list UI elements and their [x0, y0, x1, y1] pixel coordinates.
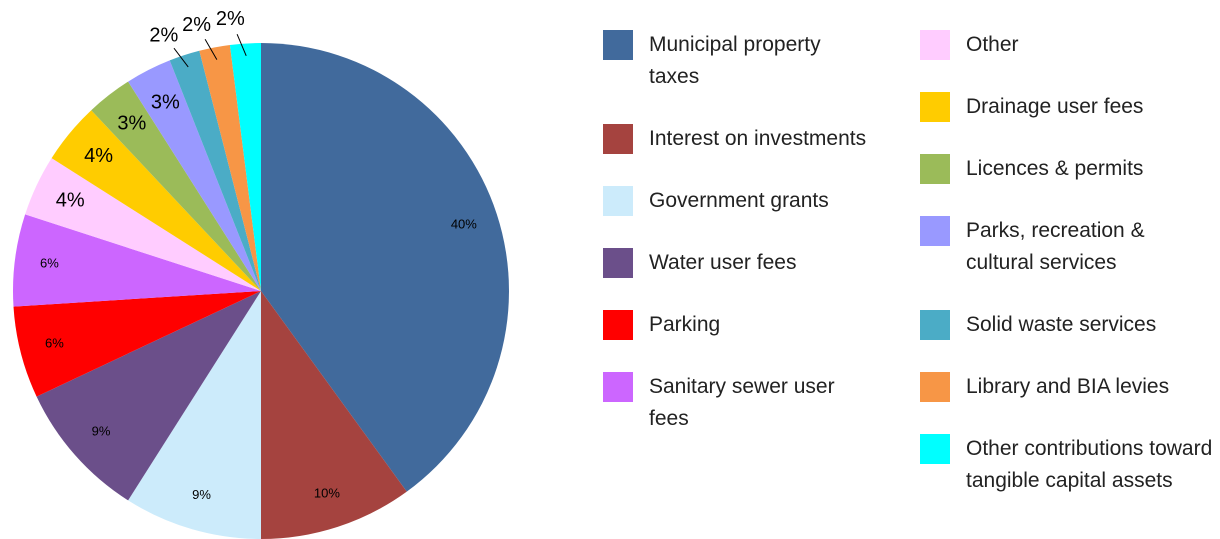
data-label: 10%: [314, 485, 340, 500]
data-label: 40%: [451, 217, 477, 232]
legend-item: Parking: [603, 309, 903, 341]
legend-swatch: [603, 372, 633, 402]
data-label: 3%: [117, 113, 146, 135]
pie-slice: [128, 291, 261, 539]
pie-slice: [51, 110, 261, 291]
legend-label: Parks, recreation & cultural services: [966, 219, 1145, 274]
data-label: 2%: [149, 24, 178, 46]
legend-label: Parking: [649, 313, 721, 336]
pie-slice: [229, 43, 261, 291]
data-label: 4%: [56, 190, 85, 212]
legend-swatch: [920, 30, 950, 60]
pie-slice: [13, 214, 262, 307]
legend-swatch: [603, 186, 633, 216]
legend-item: Library and BIA levies: [920, 371, 1220, 403]
pie-slice: [36, 291, 261, 501]
legend-item: Parks, recreation & cultural services: [920, 215, 1220, 279]
legend-label: Interest on investments: [649, 127, 867, 150]
legend-swatch: [603, 248, 633, 278]
data-label: 9%: [92, 423, 111, 438]
legend-item: Interest on investments: [603, 123, 903, 155]
pie-slice: [91, 81, 261, 291]
pie-slice: [13, 291, 262, 397]
legend-item: Government grants: [603, 185, 903, 217]
pie-slice: [261, 43, 509, 492]
legend-item: Sanitary sewer user fees: [603, 371, 903, 435]
data-label: 6%: [45, 335, 64, 350]
legend-label: Licences & permits: [966, 157, 1144, 180]
legend-item: Other: [920, 29, 1220, 61]
legend-swatch: [920, 216, 950, 246]
legend-item: Drainage user fees: [920, 91, 1220, 123]
pie-chart: 40%10%9%9%6%6%4%4%3%3%2% 2% 2%: [13, 8, 509, 539]
legend-label: Drainage user fees: [966, 95, 1144, 118]
legend-swatch: [920, 310, 950, 340]
pie-slice: [261, 291, 407, 539]
legend-swatch: [920, 434, 950, 464]
leader-line: [204, 38, 218, 60]
data-label: 3%: [151, 91, 180, 113]
data-label: 4%: [84, 145, 113, 167]
leader-line: [173, 47, 189, 68]
pie-slice: [128, 60, 261, 291]
legend-swatch: [920, 92, 950, 122]
legend-label: Other: [966, 33, 1019, 56]
legend-item: Municipal property taxes: [603, 29, 903, 93]
legend-label: Library and BIA levies: [966, 375, 1170, 398]
legend-item: Licences & permits: [920, 153, 1220, 185]
legend-label: Other contributions toward tangible capi…: [966, 437, 1213, 492]
legend-label: Water user fees: [649, 251, 797, 274]
legend-label: Municipal property taxes: [649, 33, 821, 88]
legend-label: Government grants: [649, 189, 829, 212]
legend-item: Water user fees: [603, 247, 903, 279]
legend-swatch: [603, 310, 633, 340]
legend-item: Solid waste services: [920, 309, 1220, 341]
legend-item: Other contributions toward tangible capi…: [920, 433, 1220, 497]
legend: Other Drainage user fees Licences & permit…: [920, 29, 1220, 497]
data-label: 2%: [182, 14, 211, 36]
legend-swatch: [920, 372, 950, 402]
legend-label: Sanitary sewer user fees: [649, 375, 835, 430]
legend-swatch: [920, 154, 950, 184]
legend-swatch: [603, 30, 633, 60]
legend-swatch: [603, 124, 633, 154]
legend-label: Solid waste services: [966, 313, 1157, 336]
pie-slice: [199, 44, 261, 292]
legend: Municipal property taxes Interest on inve…: [603, 29, 903, 435]
leader-line: [236, 33, 247, 57]
data-label: 9%: [192, 487, 211, 502]
pie-slice: [25, 158, 261, 291]
data-label: 2%: [216, 8, 245, 30]
pie-slice: [169, 50, 261, 291]
data-label: 6%: [40, 256, 59, 271]
